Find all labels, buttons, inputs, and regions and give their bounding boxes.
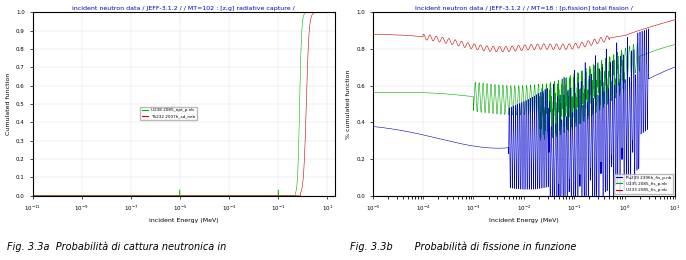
- X-axis label: Incident Energy (MeV): Incident Energy (MeV): [489, 218, 558, 223]
- Y-axis label: Cumulated function: Cumulated function: [5, 73, 10, 135]
- Title: incident neutron data / JEFF-3.1.2 / / MT=102 : [z,g] radiative capture /: incident neutron data / JEFF-3.1.2 / / M…: [72, 5, 295, 11]
- Text: Fig. 3.3a  Probabilità di cattura neutronica in: Fig. 3.3a Probabilità di cattura neutron…: [7, 242, 226, 252]
- Legend: Pu239 2396h_fis_p.nb, U235 2085_fis_p.nb, U233 2085_fis_p.nb: Pu239 2396h_fis_p.nb, U235 2085_fis_p.nb…: [615, 174, 673, 194]
- Title: Incident neutron data / JEFF-3.1.2 / / MT=18 : [p,fission] total fission /: Incident neutron data / JEFF-3.1.2 / / M…: [415, 5, 632, 11]
- Legend: U238 2085_npt_p.nb, Th232 2007h_sd_neb: U238 2085_npt_p.nb, Th232 2007h_sd_neb: [140, 107, 197, 120]
- Text: Fig. 3.3b       Probabilità di fissione in funzione: Fig. 3.3b Probabilità di fissione in fun…: [350, 242, 576, 252]
- Y-axis label: % cumulated function: % cumulated function: [346, 69, 351, 139]
- X-axis label: incident Energy (MeV): incident Energy (MeV): [149, 218, 218, 223]
